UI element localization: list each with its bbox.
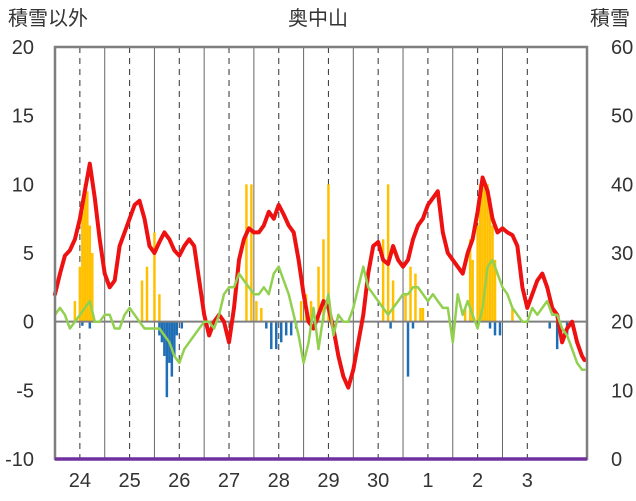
snowmelt-bar	[81, 321, 84, 326]
y-tick-left: 5	[23, 243, 34, 265]
snowmelt-bar	[175, 321, 179, 336]
y-tick-right: 40	[611, 174, 633, 196]
snowfall-bar	[299, 301, 303, 322]
left-axis-label: 積雪以外	[8, 7, 88, 30]
x-tick-label: 24	[69, 470, 91, 492]
snowmelt-bar	[493, 321, 497, 336]
y-tick-left: 10	[12, 174, 34, 196]
snowfall-bar	[88, 225, 92, 322]
snowfall-bar	[245, 184, 248, 322]
snowfall-bar	[73, 301, 77, 322]
snowfall-bar	[158, 294, 161, 322]
axes: 24 25 26 27 28 29 30 1 2 320151050-5-106050403020…	[5, 37, 633, 492]
snowmelt-bar	[498, 321, 502, 336]
snowfall-bar	[391, 280, 395, 322]
snowfall-bar	[250, 184, 253, 322]
snowfall-bar	[481, 184, 484, 322]
x-tick-label: 25	[118, 470, 140, 492]
x-tick-label: 26	[168, 470, 190, 492]
x-tick-label: 27	[218, 470, 240, 492]
snowfall-bar	[463, 307, 467, 322]
snowmelt-bar	[389, 321, 392, 329]
y-tick-right: 30	[611, 243, 633, 265]
snowmelt-bar	[411, 321, 415, 329]
right-axis-label: 積雪	[590, 7, 630, 30]
snowfall-bar	[381, 239, 385, 322]
snowfall-bar	[140, 280, 144, 322]
y-tick-left: -10	[5, 449, 34, 471]
snowfall-bar	[404, 294, 407, 322]
snowfall-bar	[86, 191, 89, 322]
snowmelt-bar	[284, 321, 288, 336]
snowfall-bar	[419, 307, 422, 322]
snowfall-bar	[476, 225, 479, 322]
snowmelt-bar	[163, 321, 166, 356]
snowmelt-bar	[180, 321, 184, 329]
snowfall-bar	[91, 253, 94, 322]
temperature-line	[53, 161, 587, 390]
snowfall-bar	[471, 259, 474, 322]
y-tick-right: 0	[611, 449, 622, 471]
snowmelt-bar	[265, 321, 268, 329]
snowfall-bar	[478, 184, 482, 322]
snowmelt-bar	[279, 321, 283, 343]
snowfall-bar	[491, 225, 494, 322]
snowfall-bar	[486, 184, 489, 322]
chart-title: 奥中山	[288, 7, 348, 30]
plot-area	[53, 47, 587, 459]
snowmelt-bar	[88, 321, 92, 329]
snowfall-bar	[386, 184, 390, 322]
snowfall-bar	[83, 184, 87, 322]
snowfall-bar	[255, 301, 258, 322]
snowmelt-bar	[173, 321, 176, 356]
y-tick-right: 20	[611, 312, 633, 334]
snowfall-bar	[260, 307, 263, 322]
y-tick-right: 10	[611, 380, 633, 402]
snowmelt-bar	[555, 321, 559, 350]
snowmelt-bar	[275, 321, 278, 350]
snowfall-bar	[483, 184, 487, 322]
plot-frame	[53, 45, 589, 461]
snowfall-bar	[468, 239, 472, 322]
snowfall-bar	[317, 266, 320, 322]
snowmelt-bar	[165, 321, 169, 398]
snowfall-bar	[414, 273, 417, 322]
y-tick-left: 15	[12, 106, 34, 128]
snowfall-bar	[322, 239, 325, 322]
snowmelt-bar	[270, 321, 273, 350]
snowfall-bar	[421, 307, 425, 322]
y-tick-left: 0	[23, 312, 34, 334]
snowfall-bar	[488, 198, 492, 322]
snowfall-bar	[78, 266, 82, 322]
snowfall-bar	[153, 232, 156, 322]
y-tick-right: 60	[611, 37, 633, 59]
snowmelt-bar	[488, 321, 492, 329]
snowfall-bar	[81, 211, 84, 322]
snowfall-bar	[145, 266, 149, 322]
x-tick-label: 3	[522, 470, 533, 492]
snow-depth-line	[53, 258, 586, 371]
y-tick-left: -5	[16, 380, 34, 402]
snowmelt-bar	[289, 321, 293, 336]
snowfall-bar	[493, 259, 497, 322]
snowmelt-bar	[548, 321, 551, 329]
y-tick-right: 50	[611, 106, 633, 128]
x-tick-label: 29	[317, 470, 339, 492]
snowmelt-bar	[406, 321, 410, 377]
snowfall-bar	[409, 266, 412, 322]
x-tick-label: 30	[367, 470, 389, 492]
x-tick-label: 2	[472, 470, 483, 492]
snowfall-bar	[327, 184, 330, 322]
y-tick-left: 20	[12, 37, 34, 59]
snowfall-bar	[511, 307, 514, 322]
snowfall-bar	[309, 301, 313, 322]
x-tick-label: 28	[268, 470, 290, 492]
x-tick-label: 1	[422, 470, 433, 492]
